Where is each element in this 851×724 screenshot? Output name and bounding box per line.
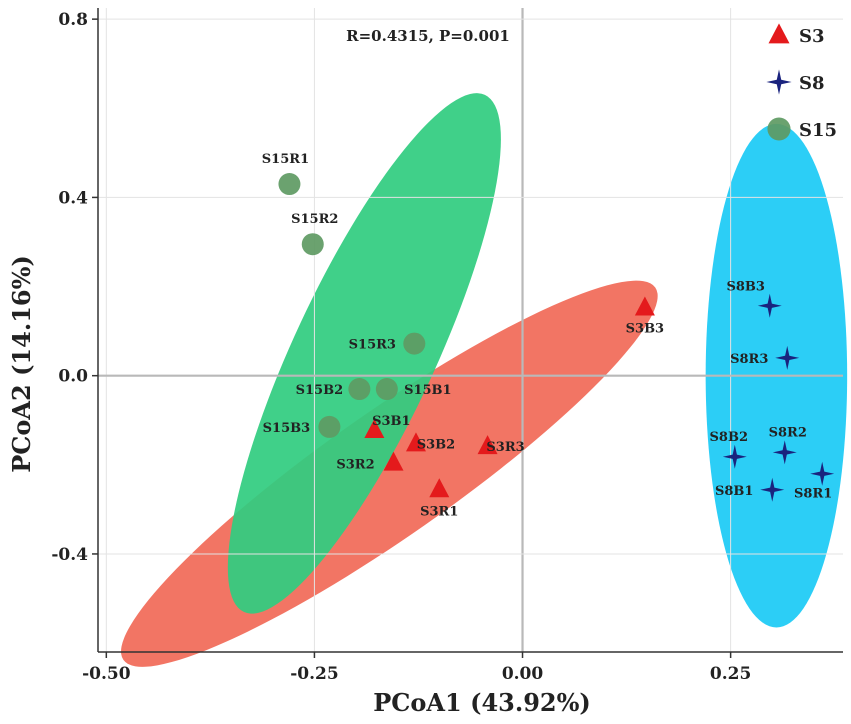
point-s3b2 [405,432,426,452]
point-s8b3 [757,293,782,318]
legend: S3 S8 S15 [766,23,837,141]
point-label-s3b3: S3B3 [626,321,664,336]
axis-ticks: -0.50 -0.25 0.00 0.25 -0.4 0.0 0.4 0.8 [51,10,751,684]
point-s3r3 [477,435,498,455]
x-tick-label-0: -0.50 [82,664,131,684]
legend-marker-s8 [766,69,792,95]
point-s8r2 [772,440,797,465]
y-tick-label-1: 0.0 [58,367,88,387]
legend-label-s3: S3 [799,26,825,47]
point-s15r3 [403,332,426,355]
point-s8b1 [760,477,785,502]
x-tick-label-1: -0.25 [290,664,338,684]
stats-annotation: R=0.4315, P=0.001 [346,27,510,45]
point-s3r2 [383,451,404,471]
x-tick-label-3: 0.25 [710,664,751,684]
point-label-s8b3: S8B3 [727,280,765,295]
point-label-s15b2: S15B2 [296,383,344,398]
point-label-s3r2: S3R2 [336,458,374,473]
point-s15b2 [348,378,371,401]
point-s8b2 [722,444,747,469]
x-tick-label-2: 0.00 [502,664,544,684]
point-label-s15b3: S15B3 [263,421,311,436]
point-label-s8r2: S8R2 [769,425,807,440]
plot-frame [97,8,843,653]
legend-label-s8: S8 [799,73,825,94]
point-label-s8r1: S8R1 [794,487,832,502]
point-label-s3b2: S3B2 [417,437,455,452]
point-label-s15r1: S15R1 [262,152,309,167]
point-label-s15r3: S15R3 [349,338,396,353]
legend-label-s15: S15 [799,120,837,141]
y-axis-title: PCoA2 (14.16%) [7,255,36,473]
ellipse-s15 [227,93,501,614]
y-tick-label-3: 0.8 [58,10,88,30]
point-s3r1 [429,478,450,498]
group-ellipses [121,93,848,667]
point-labels: S3B1 S3B2 S3R3 S3R2 S3R1 S3B3 S8B3 S8R3 S8R2 S8B2… [262,152,833,519]
point-s3b3 [634,296,655,316]
point-label-s3r3: S3R3 [486,440,524,455]
point-s15b3 [318,415,341,438]
point-label-s8r3: S8R3 [730,352,768,367]
point-label-s15r2: S15R2 [291,212,338,227]
point-label-s15b1: S15B1 [404,383,452,398]
x-axis-title: PCoA1 (43.92%) [373,688,591,717]
point-s3b1 [364,419,385,439]
legend-marker-s3 [768,23,790,44]
point-label-s8b1: S8B1 [715,484,753,499]
point-s15r1 [278,173,301,196]
legend-marker-s15 [767,117,791,141]
point-s8r1 [810,461,835,486]
grid [98,8,843,652]
point-s15b1 [375,378,398,401]
point-label-s3r1: S3R1 [420,504,458,519]
data-points [278,173,835,502]
point-s8r3 [775,345,800,370]
y-tick-label-2: 0.4 [58,188,88,208]
point-label-s8b2: S8B2 [710,430,748,445]
y-tick-label-0: -0.4 [51,545,88,565]
point-s15r2 [301,233,324,256]
point-label-s3b1: S3B1 [372,414,410,429]
